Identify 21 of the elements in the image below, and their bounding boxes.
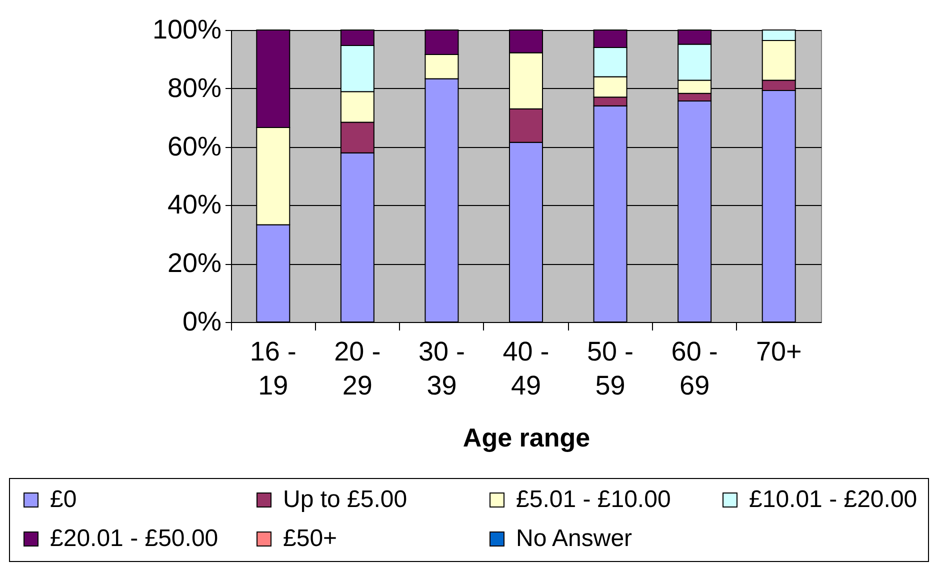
y-tick-label: 80% [167,72,222,103]
legend-label: £10.01 - £20.00 [749,486,918,513]
legend-label: £5.01 - £10.00 [516,486,671,513]
x-tick-label: 50 - 59 [587,336,634,400]
legend-label: £50+ [283,525,338,552]
x-axis-title: Age range [462,422,590,452]
legend-label: No Answer [516,525,632,552]
y-tick-label: 20% [167,248,222,278]
x-tick-label: 20 - 29 [334,336,381,400]
y-tick-label: 40% [167,190,222,220]
legend-label: £0 [50,486,77,513]
x-tick-label: 40 - 49 [502,336,550,400]
x-tick-label: 30 - 39 [418,336,465,400]
x-tick-label: 16 - 19 [250,336,296,400]
x-tick-label: 70+ [756,336,802,366]
x-tick-label: 60 - 69 [671,336,718,400]
y-tick-label: 100% [152,14,222,44]
legend-label: Up to £5.00 [283,486,408,513]
y-tick-label: 60% [167,131,222,162]
y-tick-label: 0% [182,306,222,336]
legend-label: £20.01 - £50.00 [50,525,218,552]
